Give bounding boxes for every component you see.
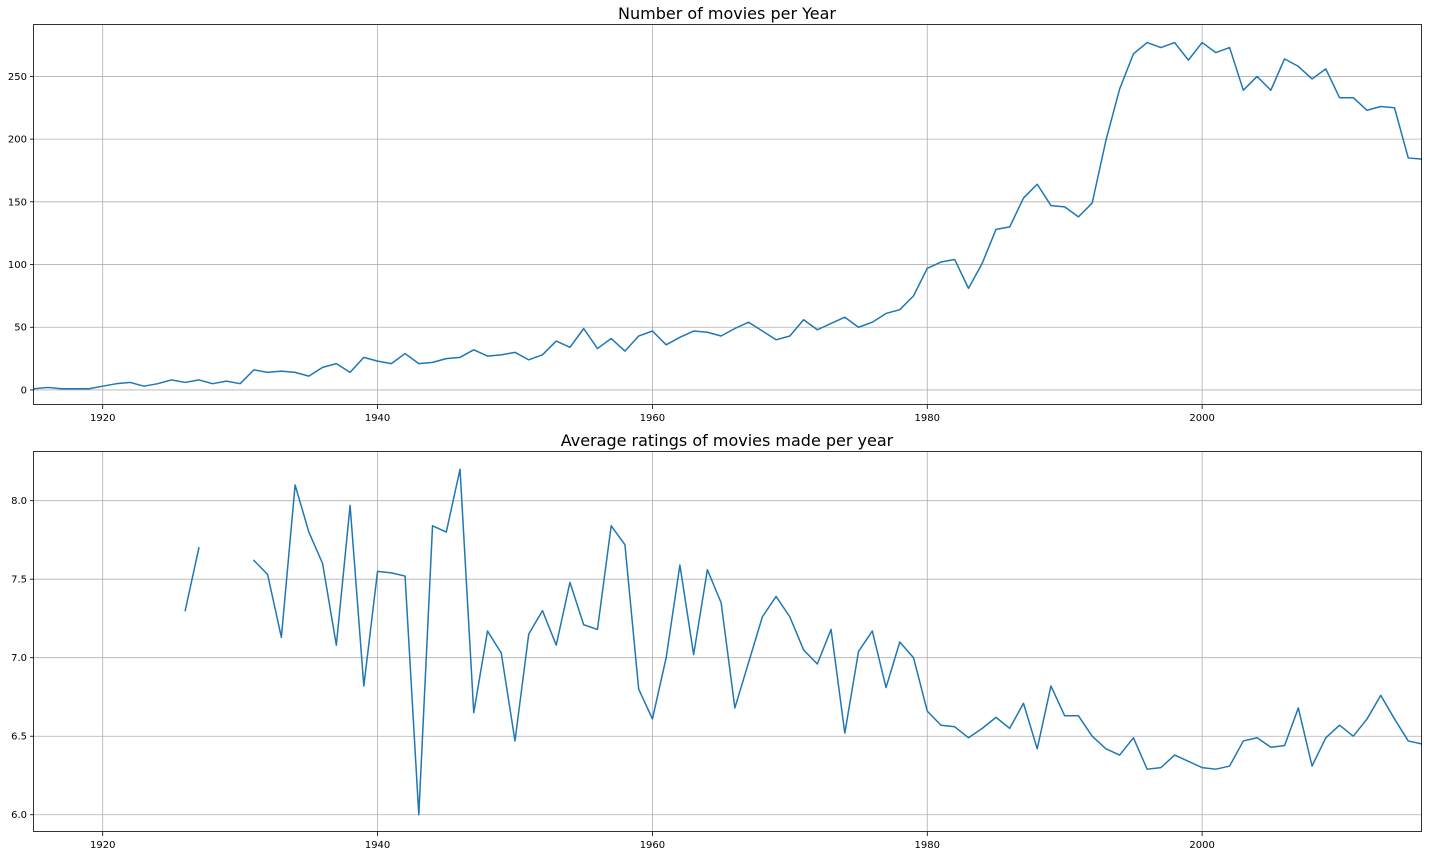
x-tick-label: 1920 bbox=[90, 840, 115, 851]
chart-title: Number of movies per Year bbox=[618, 4, 836, 23]
average-ratings-chart: 1920 1940 1960 1980 2000 6.0 6.5 7.0 7.5 8.0 Aver… bbox=[11, 431, 1422, 851]
axis-ticks: 1920 1940 1960 1980 2000 6.0 6.5 7.0 7.5 8.0 bbox=[11, 496, 1215, 851]
y-tick-label: 250 bbox=[8, 72, 27, 83]
series-line bbox=[253, 468, 1422, 816]
series-line bbox=[184, 547, 200, 612]
y-tick-label: 7.0 bbox=[11, 653, 27, 664]
plot-area-frame bbox=[33, 451, 1422, 832]
x-tick-label: 1980 bbox=[915, 840, 940, 851]
x-tick-label: 1920 bbox=[90, 413, 115, 424]
x-tick-label: 1940 bbox=[365, 413, 390, 424]
y-tick-label: 8.0 bbox=[11, 496, 27, 507]
y-tick-label: 6.0 bbox=[11, 810, 27, 821]
y-tick-label: 200 bbox=[8, 135, 27, 146]
series-layer bbox=[34, 41, 1422, 390]
x-tick-label: 1940 bbox=[365, 840, 390, 851]
grid-lines bbox=[34, 25, 1422, 405]
x-tick-label: 1960 bbox=[640, 840, 665, 851]
y-tick-label: 0 bbox=[21, 385, 27, 396]
movies-per-year-chart: 1920 1940 1960 1980 2000 0 50 100 150 200 250 Numb… bbox=[8, 4, 1422, 424]
y-tick-label: 150 bbox=[8, 197, 27, 208]
plot-area-frame bbox=[33, 24, 1422, 405]
y-tick-label: 7.5 bbox=[11, 575, 27, 586]
x-tick-label: 1980 bbox=[915, 413, 940, 424]
chart-title: Average ratings of movies made per year bbox=[561, 431, 894, 450]
y-tick-label: 6.5 bbox=[11, 732, 27, 743]
x-tick-label: 2000 bbox=[1189, 840, 1214, 851]
y-tick-label: 50 bbox=[14, 323, 27, 334]
x-tick-label: 1960 bbox=[640, 413, 665, 424]
series-layer bbox=[184, 468, 1422, 816]
x-tick-label: 2000 bbox=[1189, 413, 1214, 424]
axis-ticks: 1920 1940 1960 1980 2000 0 50 100 150 200 250 bbox=[8, 72, 1215, 424]
series-line bbox=[34, 41, 1422, 390]
y-tick-label: 100 bbox=[8, 260, 27, 271]
